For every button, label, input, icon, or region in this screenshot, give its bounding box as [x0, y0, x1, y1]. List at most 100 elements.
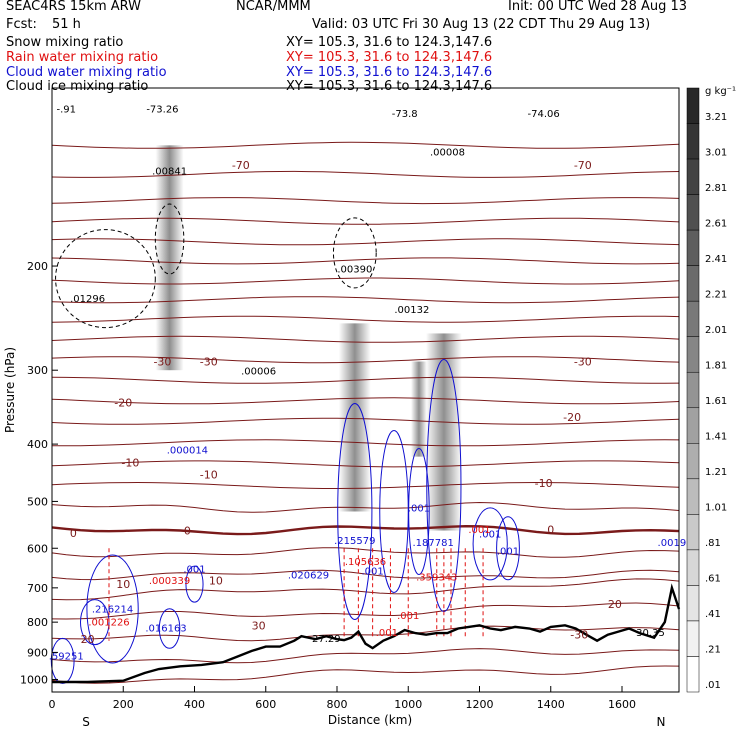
cloud-water-contour	[337, 402, 373, 620]
colorbar-label: 1.21	[705, 467, 727, 478]
value-annotation: .001	[468, 525, 490, 536]
x-tick-label: 800	[327, 698, 348, 711]
x-tick-label: 200	[113, 698, 134, 711]
colorbar-label: .81	[705, 538, 721, 549]
colorbar-label: 2.01	[705, 325, 727, 336]
colorbar-swatch	[686, 514, 700, 551]
legend-cloudwater-label: Cloud water mixing ratio	[6, 65, 167, 80]
temperature-label: -30	[200, 355, 218, 368]
temperature-contour	[51, 602, 680, 620]
x-tick-label: 400	[184, 698, 205, 711]
plot-frame	[51, 87, 680, 693]
value-annotation: .020629	[288, 571, 329, 582]
valid-time: Valid: 03 UTC Fri 30 Aug 13 (22 CDT Thu …	[312, 17, 651, 32]
colorbar-swatch	[686, 300, 700, 337]
colorbar-label: 3.21	[705, 112, 727, 123]
temperature-contour	[51, 238, 680, 246]
value-annotation: .001	[479, 529, 501, 540]
colorbar-swatch	[686, 478, 700, 515]
temperature-contour	[51, 547, 680, 558]
temperature-label: 0	[184, 525, 191, 538]
y-tick-label: 300	[27, 364, 48, 377]
cloud-water-contour	[496, 516, 520, 581]
value-annotation: -73.8	[392, 109, 418, 120]
temperature-label: -20	[563, 411, 581, 424]
legend-cloudice-label: Cloud ice mixing ratio	[6, 79, 149, 94]
cloud-water-contour	[86, 554, 139, 664]
temperature-contour	[51, 277, 680, 285]
snow-shaft	[410, 361, 427, 457]
colorbar-swatch	[686, 407, 700, 444]
temperature-label: -30	[570, 629, 588, 642]
temperature-label: -20	[114, 396, 132, 409]
value-annotation: .001	[408, 503, 430, 514]
temperature-label: 30	[252, 619, 266, 632]
colorbar-label: 1.81	[705, 360, 727, 371]
colorbar-label: .01	[705, 680, 721, 691]
x-tick-label: 1400	[537, 698, 565, 711]
temperature-contour	[51, 356, 680, 364]
colorbar-label: 2.61	[705, 218, 727, 229]
y-tick-label: 800	[27, 616, 48, 629]
temperature-label: 10	[116, 578, 130, 591]
colorbar-label: 2.81	[705, 183, 727, 194]
x-end-right: N	[657, 715, 666, 729]
y-tick-label: 400	[27, 438, 48, 451]
colorbar-label: .41	[705, 609, 721, 620]
cloud-water-contour	[50, 637, 75, 684]
temperature-contour	[51, 257, 680, 265]
temperature-contour	[51, 170, 680, 178]
value-annotation: -74.06	[528, 109, 560, 120]
temperature-label: -70	[232, 159, 250, 172]
y-tick-label: 200	[27, 260, 48, 273]
colorbar-label: .61	[705, 574, 721, 585]
cloud-ice-contour	[55, 229, 156, 329]
value-annotation: .59251	[49, 651, 84, 662]
x-axis-title: Distance (km)	[328, 713, 412, 727]
cloud-water-contour	[426, 359, 462, 613]
temperature-contour	[51, 625, 680, 642]
value-annotation: .00841	[152, 166, 187, 177]
colorbar-label: 1.61	[705, 396, 727, 407]
cloud-water-contour	[158, 608, 181, 649]
x-tick-label: 1200	[466, 698, 494, 711]
legend-snow-xy: XY= 105.3, 31.6 to 124.3,147.6	[286, 35, 493, 50]
cloud-ice-contour	[154, 203, 185, 275]
legend-cloudwater-xy: XY= 105.3, 31.6 to 124.3,147.6	[286, 65, 493, 80]
value-annotation: .001	[397, 611, 419, 622]
value-annotation: .000014	[167, 446, 208, 457]
value-annotation: .359343	[416, 572, 457, 583]
y-tick-label: 900	[27, 646, 48, 659]
value-annotation: .001226	[88, 617, 129, 628]
cloud-water-contour	[472, 507, 508, 581]
temperature-contour	[51, 417, 680, 425]
colorbar-label: 3.01	[705, 147, 727, 158]
legend-cloudice-xy: XY= 105.3, 31.6 to 124.3,147.6	[286, 79, 493, 94]
value-annotation: -.91	[56, 104, 76, 115]
init-time: Init: 00 UTC Wed 28 Aug 13	[508, 0, 688, 14]
value-annotation: 27.29	[312, 634, 341, 645]
org-title: NCAR/MMM	[236, 0, 311, 14]
value-annotation: 30.35	[636, 628, 665, 639]
cloud-water-contour	[185, 565, 204, 603]
value-annotation: .00006	[241, 366, 276, 377]
value-annotation: .00390	[337, 264, 372, 275]
temperature-contour	[51, 197, 680, 205]
colorbar-swatch	[686, 656, 700, 693]
temperature-contour	[51, 296, 680, 304]
temperature-contour	[51, 335, 680, 343]
legend-rain-label: Rain water mixing ratio	[6, 50, 159, 65]
x-tick-label: 1000	[394, 698, 422, 711]
colorbar-swatch	[686, 87, 700, 124]
legend-snow-label: Snow mixing ratio	[6, 35, 124, 50]
temperature-label: -10	[535, 477, 553, 490]
temperature-contour	[51, 376, 680, 384]
y-tick-label: 700	[27, 582, 48, 595]
temperature-contour	[51, 648, 680, 664]
fcst-label: Fcst:	[6, 17, 37, 32]
temperature-contour	[51, 665, 680, 684]
temperature-label: 0	[70, 527, 77, 540]
value-annotation: .105636	[345, 557, 386, 568]
value-annotation: .001	[497, 547, 519, 558]
